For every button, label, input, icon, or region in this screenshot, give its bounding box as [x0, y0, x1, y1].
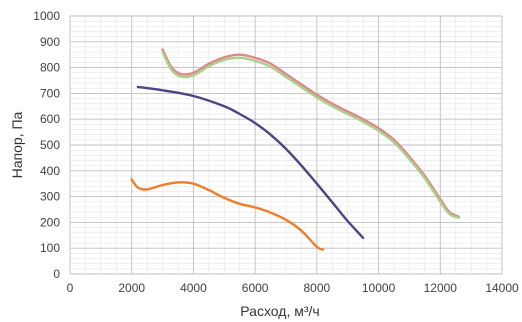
y-tick-label: 700 [40, 86, 60, 100]
y-tick-label: 900 [40, 35, 60, 49]
y-axis-title: Напор, Па [9, 111, 25, 178]
y-tick-label: 0 [53, 267, 60, 281]
y-tick-label: 1000 [33, 9, 60, 23]
y-tick-label: 300 [40, 190, 60, 204]
series-line-3 [136, 85, 365, 240]
major-grid [69, 15, 503, 275]
x-tick-label: 6000 [242, 281, 269, 295]
x-tick-label: 0 [67, 281, 74, 295]
y-tick-label: 500 [40, 138, 60, 152]
y-tick-label: 800 [40, 61, 60, 75]
series-lines [130, 48, 460, 251]
x-axis-title: Расход, м³/ч [240, 303, 319, 319]
series-line-2 [161, 50, 460, 219]
y-tick-label: 200 [40, 215, 60, 229]
x-tick-label: 10000 [362, 281, 396, 295]
x-tick-label: 8000 [304, 281, 331, 295]
x-tick-label: 14000 [485, 281, 519, 295]
x-tick-label: 12000 [424, 281, 458, 295]
y-tick-label: 600 [40, 112, 60, 126]
y-axis-ticks: 0 100 200 300 400 500 600 700 800 900 1000 [33, 9, 60, 281]
y-tick-label: 400 [40, 164, 60, 178]
x-axis-ticks: 0 2000 4000 6000 8000 10000 12000 14000 [67, 281, 519, 295]
series-line-4 [130, 178, 325, 251]
series-line-1 [161, 48, 460, 218]
x-tick-label: 2000 [118, 281, 145, 295]
x-tick-label: 4000 [180, 281, 207, 295]
y-tick-label: 100 [40, 241, 60, 255]
